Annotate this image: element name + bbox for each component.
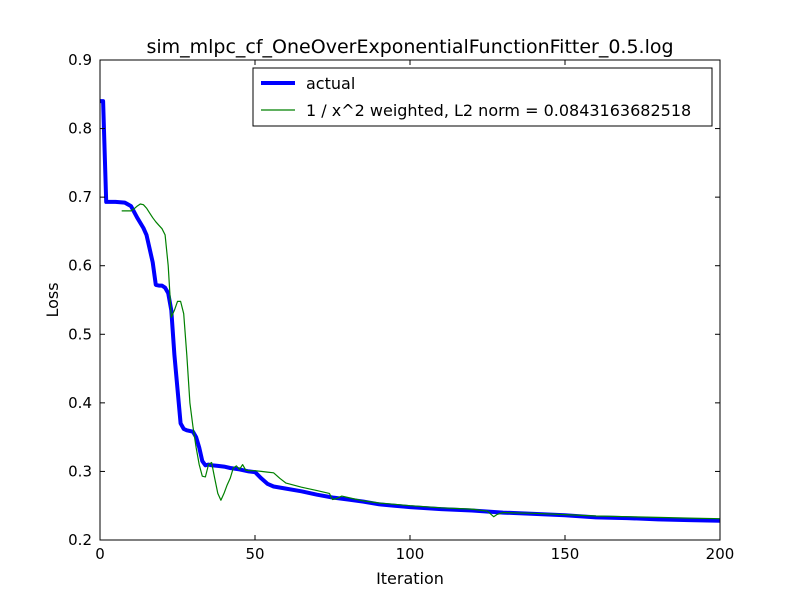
x-tick-label: 50 bbox=[245, 545, 264, 563]
legend-box bbox=[252, 67, 713, 127]
y-tick-label: 0.6 bbox=[68, 257, 92, 275]
legend: actual 1 / x^2 weighted, L2 norm = 0.084… bbox=[252, 67, 713, 127]
y-tick-label: 0.7 bbox=[68, 188, 92, 206]
y-tick-label: 0.9 bbox=[68, 51, 92, 69]
y-axis-label: Loss bbox=[43, 282, 62, 317]
x-tick-label: 200 bbox=[706, 545, 735, 563]
series-layer bbox=[100, 99, 720, 523]
y-tick-label: 0.4 bbox=[68, 394, 92, 412]
y-tick-label: 0.2 bbox=[68, 531, 92, 549]
y-tick-label: 0.3 bbox=[68, 462, 92, 480]
y-tick-label: 0.5 bbox=[68, 325, 92, 343]
tick-layer: 0 50 100 150 200 0.2 0.3 0.4 0.5 0.6 0.7 0.8 0.9 bbox=[68, 51, 734, 563]
x-tick-label: 0 bbox=[95, 545, 105, 563]
chart-title: sim_mlpc_cf_OneOverExponentialFunctionFi… bbox=[146, 36, 673, 58]
series-line-weighted-fit bbox=[121, 203, 720, 520]
x-tick-label: 150 bbox=[551, 545, 580, 563]
legend-label-weighted-fit: 1 / x^2 weighted, L2 norm = 0.0843163682… bbox=[306, 101, 691, 120]
legend-label-actual: actual bbox=[306, 74, 355, 93]
series-line-actual bbox=[100, 99, 720, 523]
x-tick-label: 100 bbox=[396, 545, 425, 563]
y-tick-label: 0.8 bbox=[68, 120, 92, 138]
x-axis-label: Iteration bbox=[376, 569, 444, 588]
